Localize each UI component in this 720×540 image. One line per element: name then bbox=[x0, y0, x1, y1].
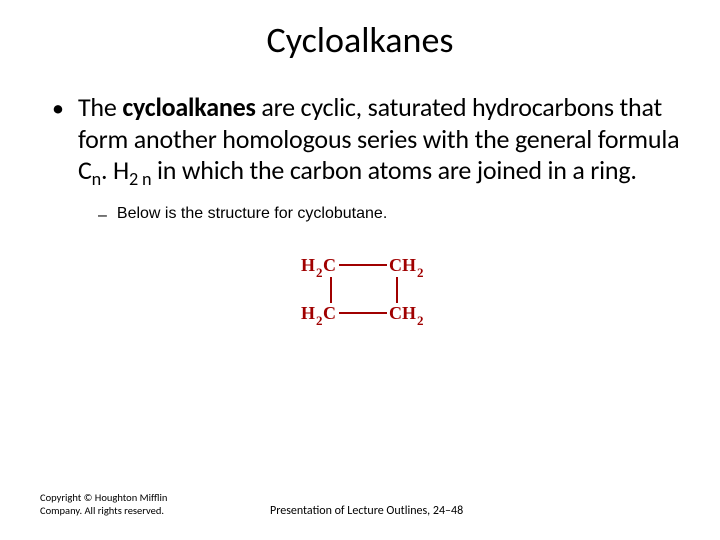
struct-sub2-bl: 2 bbox=[316, 313, 323, 328]
bullet-bold: cycloalkanes bbox=[122, 91, 255, 123]
bullet-mid2: . H bbox=[101, 154, 129, 186]
page-indicator: Presentation of Lecture Outlines, 24–48 bbox=[270, 504, 463, 518]
cyclobutane-structure: H 2 C CH 2 H 2 C CH 2 bbox=[52, 247, 680, 340]
sub-bullet-marker: – bbox=[98, 205, 107, 227]
struct-sub2-tl: 2 bbox=[316, 265, 323, 280]
struct-h-bl: H bbox=[301, 303, 315, 323]
formula-sub-2n: 2 n bbox=[129, 169, 151, 191]
struct-ch-br: CH bbox=[389, 303, 416, 323]
formula-sub-n1: n bbox=[92, 169, 101, 191]
bullet-level2: – Below is the structure for cyclobutane… bbox=[98, 205, 680, 227]
struct-c-bl: C bbox=[323, 303, 336, 323]
struct-h-tl: H bbox=[301, 255, 315, 275]
slide-title: Cycloalkanes bbox=[40, 18, 680, 62]
bullet-level1: • The cycloalkanes are cyclic, saturated… bbox=[52, 92, 680, 187]
sub-bullet-text: Below is the structure for cyclobutane. bbox=[117, 205, 387, 223]
slide-footer: Copyright © Houghton Mifflin Company. Al… bbox=[40, 491, 680, 518]
copyright-line1: Copyright © Houghton Mifflin bbox=[40, 491, 167, 504]
bullet-pre: The bbox=[78, 91, 122, 123]
copyright-line2: Company. All rights reserved. bbox=[40, 504, 164, 517]
struct-sub2-tr: 2 bbox=[417, 265, 424, 280]
struct-c-tl: C bbox=[323, 255, 336, 275]
bullet-text: The cycloalkanes are cyclic, saturated h… bbox=[78, 92, 680, 187]
copyright-text: Copyright © Houghton Mifflin Company. Al… bbox=[40, 491, 210, 518]
cyclobutane-svg: H 2 C CH 2 H 2 C CH 2 bbox=[281, 247, 451, 335]
bullet-marker: • bbox=[52, 92, 64, 126]
struct-sub2-br: 2 bbox=[417, 313, 424, 328]
struct-ch-tr: CH bbox=[389, 255, 416, 275]
bullet-post: in which the carbon atoms are joined in … bbox=[151, 154, 636, 186]
slide-body: • The cycloalkanes are cyclic, saturated… bbox=[40, 92, 680, 340]
slide-container: Cycloalkanes • The cycloalkanes are cycl… bbox=[0, 0, 720, 540]
